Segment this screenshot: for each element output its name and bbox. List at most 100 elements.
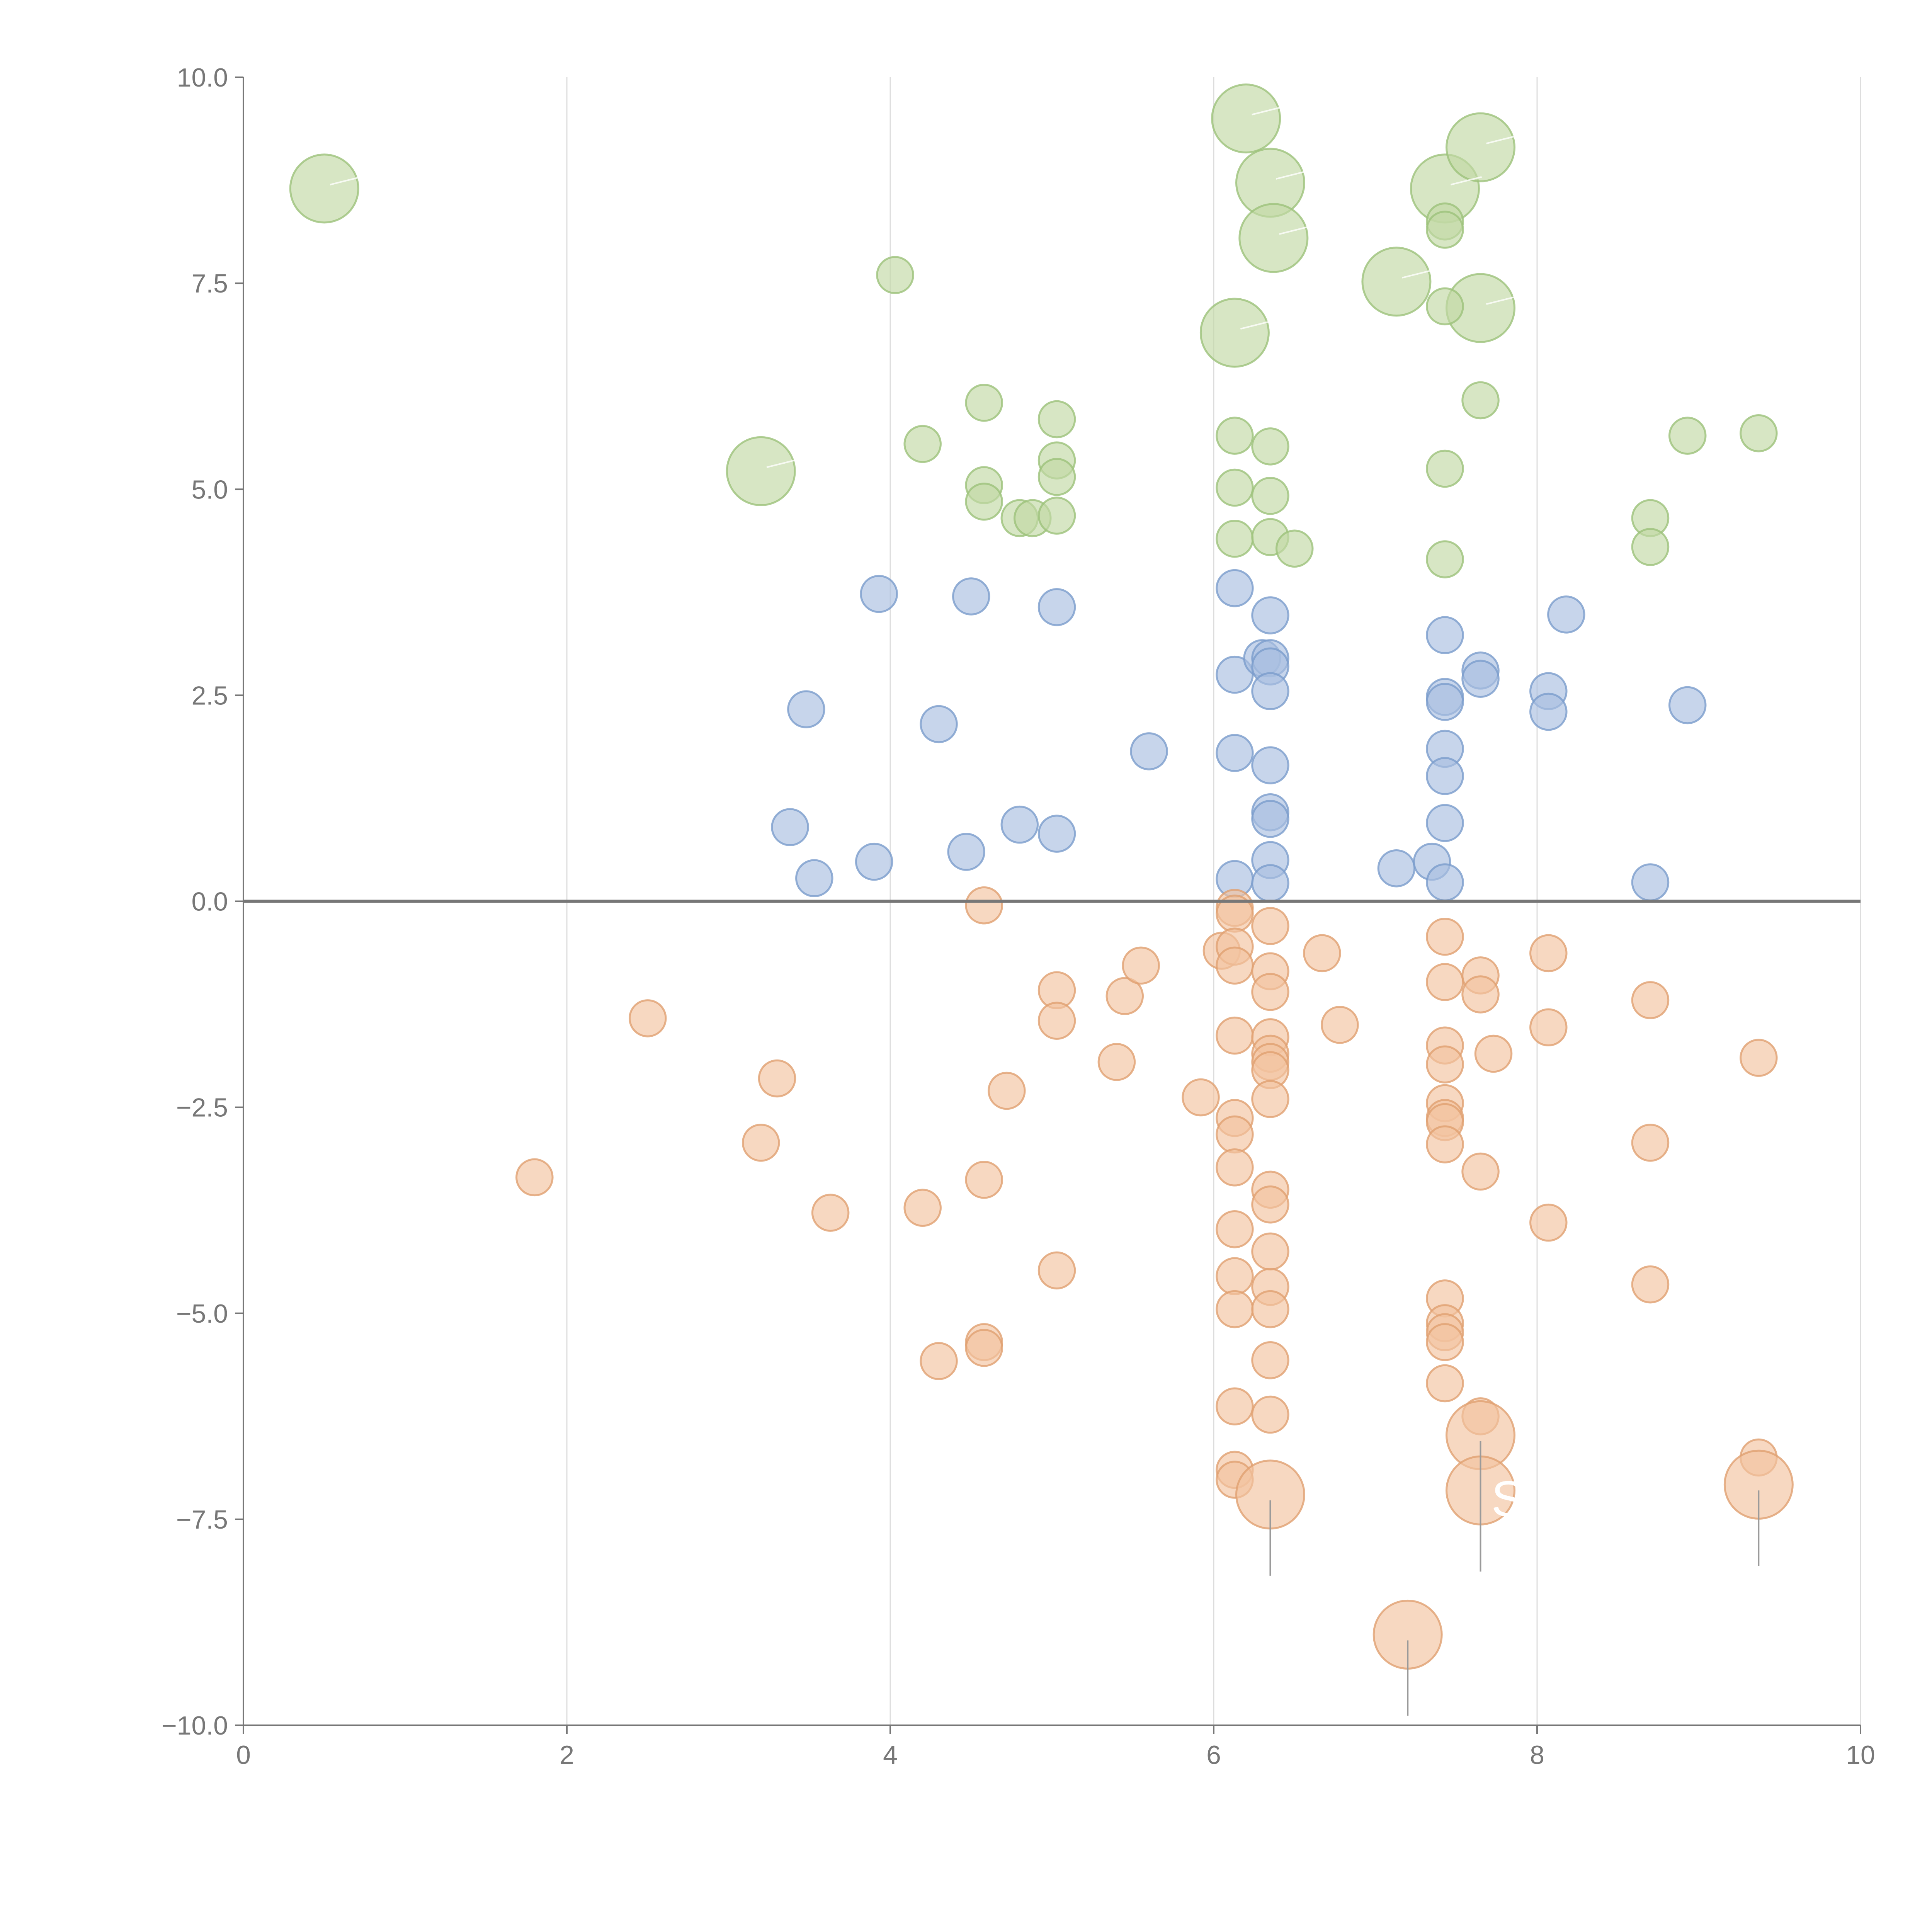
orange-bubble-16 bbox=[1105, 977, 1144, 1015]
blue-bubble-7 bbox=[952, 577, 990, 616]
orange-bubble-29 bbox=[1216, 1257, 1254, 1296]
blue-bubble-33 bbox=[1426, 804, 1464, 842]
orange-bubble-10 bbox=[965, 1329, 1003, 1367]
green-bubble-5 bbox=[1199, 298, 1270, 368]
orange-bubble-71 bbox=[1529, 1203, 1568, 1242]
annotation-layer: S bbox=[1491, 1471, 1525, 1527]
blue-bubble-41 bbox=[1668, 686, 1707, 724]
green-bubble-25 bbox=[1251, 477, 1289, 515]
green-leader-9 bbox=[1486, 296, 1518, 305]
blue-bubble-3 bbox=[855, 842, 893, 881]
green-leader-7 bbox=[1450, 176, 1482, 185]
green-bubble-0 bbox=[289, 153, 359, 224]
blue-bubble-1 bbox=[787, 690, 825, 728]
bubble-layer bbox=[289, 83, 1794, 1670]
orange-bubble-31 bbox=[1216, 1387, 1254, 1425]
blue-bubble-21 bbox=[1251, 746, 1289, 784]
green-bubble-30 bbox=[1426, 287, 1464, 326]
blue-bubble-9 bbox=[1037, 588, 1076, 626]
orange-bubble-58 bbox=[1426, 1125, 1464, 1163]
orange-bubble-69 bbox=[1529, 934, 1568, 973]
orange-bubble-51 bbox=[1426, 917, 1464, 956]
x-tick-label: 8 bbox=[1530, 1740, 1544, 1770]
orange-bubble-13 bbox=[1037, 1002, 1076, 1040]
y-tick-label: 0.0 bbox=[191, 887, 228, 917]
x-tick-label: 2 bbox=[560, 1740, 574, 1770]
orange-bubble-17 bbox=[1122, 946, 1160, 985]
orange-bubble-5 bbox=[903, 1189, 942, 1227]
green-bubble-4 bbox=[1238, 203, 1309, 273]
green-leader-2 bbox=[1252, 106, 1283, 116]
axes: 10.0 7.5 5.0 2.5 0.0 −2.5 −5.0 −7.5 −10.0 0 2 4 6 8 10 bbox=[162, 63, 1875, 1770]
green-bubble-35 bbox=[1631, 528, 1670, 566]
orange-bubble-18 bbox=[1182, 1078, 1220, 1117]
green-bubble-2 bbox=[1211, 83, 1281, 154]
y-tick-label: 7.5 bbox=[191, 269, 228, 298]
blue-bubble-14 bbox=[1216, 734, 1254, 772]
green-bubble-12 bbox=[965, 384, 1003, 422]
blue-bubble-8 bbox=[1000, 805, 1039, 844]
blue-bubble-38 bbox=[1529, 692, 1568, 731]
orange-bubble-30 bbox=[1216, 1290, 1254, 1328]
y-tick-label: 2.5 bbox=[191, 681, 228, 710]
green-leader-6 bbox=[1402, 269, 1434, 279]
orange-bubble-24 bbox=[1216, 1016, 1254, 1055]
blue-bubble-36 bbox=[1461, 660, 1500, 698]
orange-bubble-3 bbox=[758, 1059, 796, 1098]
orange-bubble-34 bbox=[1251, 907, 1289, 945]
orange-bubble-27 bbox=[1216, 1148, 1254, 1187]
y-tick-label: 5.0 bbox=[191, 475, 228, 504]
green-bubble-6 bbox=[1361, 247, 1432, 317]
x-tick-label: 0 bbox=[236, 1740, 251, 1770]
orange-bubble-46 bbox=[1251, 1290, 1289, 1328]
orange-bubble-6 bbox=[920, 1342, 958, 1380]
orange-bubble-4 bbox=[811, 1194, 850, 1232]
green-bubble-36 bbox=[1668, 417, 1707, 455]
x-tick-label: 6 bbox=[1206, 1740, 1221, 1770]
blue-bubble-6 bbox=[947, 833, 985, 871]
orange-bubble-43 bbox=[1251, 1185, 1289, 1224]
orange-bubble-44 bbox=[1251, 1232, 1289, 1271]
green-leader-0 bbox=[330, 176, 361, 185]
orange-bubble-65 bbox=[1461, 975, 1500, 1014]
green-bubble-14 bbox=[965, 482, 1003, 521]
orange-bubble-48 bbox=[1251, 1395, 1289, 1434]
orange-bubble-7 bbox=[965, 886, 1003, 925]
orange-bubble-66 bbox=[1461, 1152, 1500, 1191]
green-bubble-32 bbox=[1426, 540, 1464, 578]
green-bubble-31 bbox=[1426, 449, 1464, 488]
bubble-annotation-0: S bbox=[1491, 1471, 1525, 1527]
green-bubble-11 bbox=[903, 425, 942, 463]
orange-bubble-1 bbox=[629, 999, 667, 1037]
x-tick-label: 10 bbox=[1846, 1740, 1875, 1770]
y-tick-label: −10.0 bbox=[162, 1711, 228, 1740]
green-leader-1 bbox=[766, 459, 798, 468]
orange-bubble-36 bbox=[1251, 973, 1289, 1011]
blue-bubble-26 bbox=[1377, 849, 1416, 888]
green-leader-8 bbox=[1486, 135, 1518, 145]
green-bubble-19 bbox=[1037, 458, 1076, 496]
orange-bubble-68 bbox=[1474, 1034, 1513, 1073]
orange-bubble-50 bbox=[1321, 1006, 1359, 1044]
blue-bubble-25 bbox=[1251, 864, 1289, 902]
orange-bubble-52 bbox=[1426, 963, 1464, 1001]
x-tick-label: 4 bbox=[883, 1740, 898, 1770]
green-bubble-37 bbox=[1740, 414, 1778, 452]
green-bubble-1 bbox=[726, 436, 796, 506]
orange-bubble-70 bbox=[1529, 1008, 1568, 1047]
orange-bubble-74 bbox=[1631, 1265, 1670, 1304]
orange-bubble-54 bbox=[1426, 1045, 1464, 1083]
green-bubble-23 bbox=[1216, 519, 1254, 558]
orange-bubble-15 bbox=[1097, 1043, 1136, 1081]
blue-bubble-2 bbox=[795, 859, 833, 898]
blue-bubble-30 bbox=[1426, 683, 1464, 721]
orange-bubble-41 bbox=[1251, 1080, 1289, 1118]
blue-bubble-23 bbox=[1251, 800, 1289, 838]
y-tick-label: 10.0 bbox=[177, 63, 228, 92]
green-bubble-10 bbox=[876, 256, 914, 294]
blue-bubble-11 bbox=[1130, 732, 1168, 770]
blue-bubble-17 bbox=[1251, 596, 1289, 634]
orange-bubble-28 bbox=[1216, 1210, 1254, 1248]
orange-bubble-26 bbox=[1216, 1115, 1254, 1154]
